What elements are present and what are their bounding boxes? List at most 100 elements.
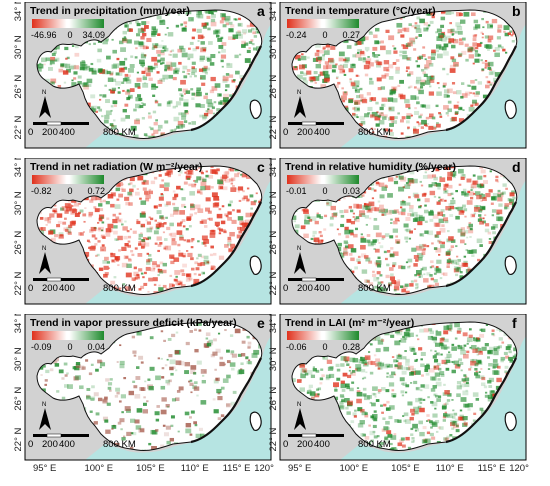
y-tick-label: 22° N [13,427,24,451]
svg-text:200: 200 [42,283,58,294]
colorbar-zero: 0 [322,30,327,40]
scale-bar: 0 200 400 800 KM [28,277,136,294]
x-tick-label: 100° E [339,463,368,474]
colorbar-max: 0.03 [342,186,360,196]
panel-title: Trend in net radiation (W m⁻²/year) [30,161,202,173]
y-tick-label: 30° N [268,191,279,215]
coastline [445,201,517,288]
y-tick-label: 30° N [268,35,279,59]
y-tick-label: 22° N [268,271,279,295]
x-tick-label: 120° E [254,463,275,474]
colorbar [287,19,359,28]
svg-text:0: 0 [28,127,33,138]
svg-text:N: N [297,90,301,96]
colorbar-min: -0.01 [286,186,307,196]
coastline [190,45,262,132]
y-tick-label: 26° N [268,75,279,99]
svg-text:400: 400 [59,439,75,450]
y-tick-label: 30° N [13,347,24,371]
svg-text:800 KM: 800 KM [103,283,136,294]
north-arrow: N [294,246,306,274]
north-arrow: N [39,90,51,118]
svg-text:400: 400 [59,283,75,294]
map-panel-e: Trend in vapor pressure deficit (kPa/yea… [13,314,275,474]
scale-bar: 0 200 400 800 KM [283,121,391,138]
svg-text:N: N [42,246,46,252]
scale-bar: 0 200 400 800 KM [28,121,136,138]
coastline [445,45,517,132]
y-tick-label: 26° N [13,75,24,99]
colorbar-min: -0.06 [286,342,307,352]
coastline [190,201,262,288]
svg-text:0: 0 [28,439,33,450]
map-panel-d: Trend in relative humidity (%/year) d -0.0… [268,158,527,305]
colorbar [287,175,359,184]
colorbar-zero: 0 [67,342,72,352]
panel-frame [279,314,527,461]
svg-text:N: N [297,246,301,252]
panel-letter: c [257,159,265,175]
map-panel-f: Trend in LAI (m² m⁻²/year) f -0.06 0 0.28 N 0 2… [268,314,530,474]
coastline [445,357,517,444]
y-tick-label: 34° N [13,158,24,177]
y-tick-label: 22° N [13,115,24,139]
colorbar-zero: 0 [67,30,72,40]
panel-title: Trend in precipitation (mm/year) [30,5,190,17]
svg-text:800 KM: 800 KM [358,283,391,294]
x-tick-label: 95° E [288,463,311,474]
x-tick-label: 115° E [478,463,506,474]
colorbar-zero: 0 [322,186,327,196]
panel-title: Trend in vapor pressure deficit (kPa/yea… [30,317,237,329]
svg-text:200: 200 [297,283,313,294]
svg-text:400: 400 [314,283,330,294]
panel-title: Trend in temperature (°C/year) [285,5,436,17]
scale-bar: 0 200 400 800 KM [283,433,391,450]
panel-frame [279,2,527,149]
colorbar-min: -0.24 [286,30,307,40]
y-tick-label: 34° N [268,158,279,177]
panel-letter: f [512,315,517,331]
x-tick-label: 95° E [33,463,56,474]
colorbar-min: -0.82 [31,186,52,196]
panel-letter: e [257,315,265,331]
panel-frame [24,158,272,305]
y-tick-label: 22° N [13,271,24,295]
y-tick-label: 34° N [13,314,24,333]
trend-pixels [37,322,262,451]
x-tick-label: 110° E [181,463,209,474]
panel-letter: d [512,159,521,175]
svg-text:200: 200 [297,127,313,138]
svg-text:0: 0 [28,283,33,294]
panel-title: Trend in relative humidity (%/year) [285,161,456,173]
island [249,411,262,431]
y-tick-label: 34° N [268,2,279,21]
panel-frame [24,314,272,461]
y-tick-label: 26° N [13,387,24,411]
colorbar-max: 0.27 [342,30,360,40]
north-arrow: N [39,246,51,274]
colorbar-max: 34.09 [82,30,105,40]
colorbar-max: 0.04 [87,342,105,352]
island [249,99,262,119]
y-tick-label: 30° N [268,347,279,371]
svg-text:200: 200 [42,127,58,138]
svg-text:400: 400 [59,127,75,138]
coastline [190,357,262,444]
y-tick-label: 26° N [13,231,24,255]
y-tick-label: 30° N [13,191,24,215]
panel-letter: b [512,3,521,19]
y-tick-label: 22° N [268,427,279,451]
colorbar-max: 0.28 [342,342,360,352]
map-panel-c: Trend in net radiation (W m⁻²/year) c -0.8… [13,158,272,305]
island [504,99,517,119]
svg-text:N: N [42,90,46,96]
colorbar-min: -0.09 [31,342,52,352]
panel-frame [24,2,272,149]
study-region [37,166,262,295]
colorbar [287,331,359,340]
x-tick-label: 115° E [223,463,251,474]
panel-frame [279,158,527,305]
colorbar-zero: 0 [322,342,327,352]
north-arrow: N [39,402,51,430]
